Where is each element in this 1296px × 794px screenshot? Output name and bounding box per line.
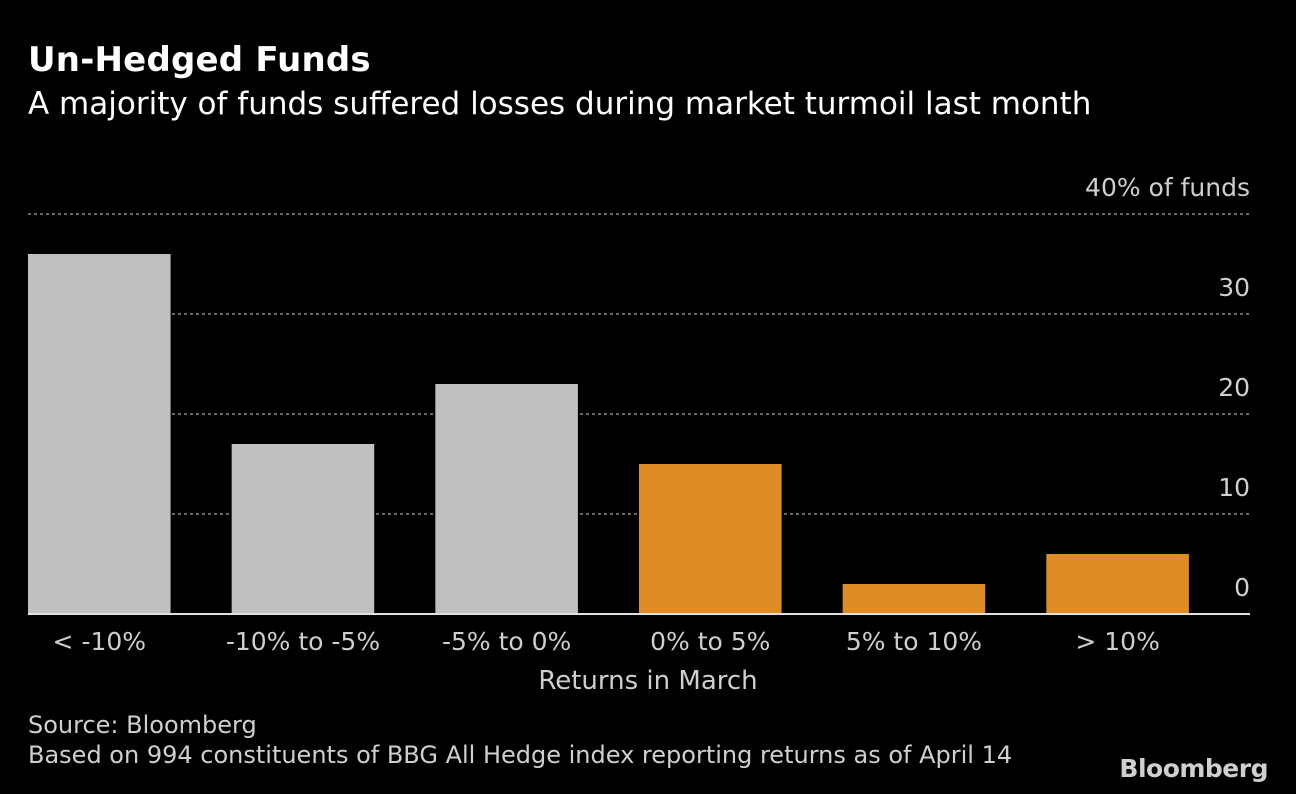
x-category-label: -10% to -5% [226, 627, 380, 656]
x-category-label: -5% to 0% [442, 627, 571, 656]
chart-title: Un-Hedged Funds [28, 40, 371, 80]
bar [435, 384, 578, 614]
bar [28, 254, 171, 614]
x-category-label: > 10% [1075, 627, 1159, 656]
x-axis-label: Returns in March [538, 666, 757, 696]
y-tick-label: 30 [1218, 273, 1250, 302]
footnote: Based on 994 constituents of BBG All Hed… [28, 741, 1013, 769]
bloomberg-logo: Bloomberg [1119, 754, 1268, 783]
y-tick-label: 40% of funds [1085, 173, 1250, 202]
x-category-label: < -10% [53, 627, 146, 656]
bar [1046, 554, 1189, 614]
bar [639, 464, 782, 614]
x-category-label: 5% to 10% [846, 627, 982, 656]
bar [842, 584, 986, 614]
y-tick-labels: 0 10 20 30 40% of funds [1085, 173, 1250, 602]
source-note: Source: Bloomberg [28, 711, 257, 739]
x-category-labels: < -10% -10% to -5% -5% to 0% 0% to 5% 5% to … [53, 627, 1160, 656]
y-tick-label: 10 [1218, 473, 1250, 502]
bars [28, 254, 1189, 614]
x-category-label: 0% to 5% [650, 627, 770, 656]
y-tick-label: 0 [1234, 573, 1250, 602]
bar [231, 444, 375, 614]
chart-subtitle: A majority of funds suffered losses duri… [28, 86, 1092, 122]
y-tick-label: 20 [1218, 373, 1250, 402]
